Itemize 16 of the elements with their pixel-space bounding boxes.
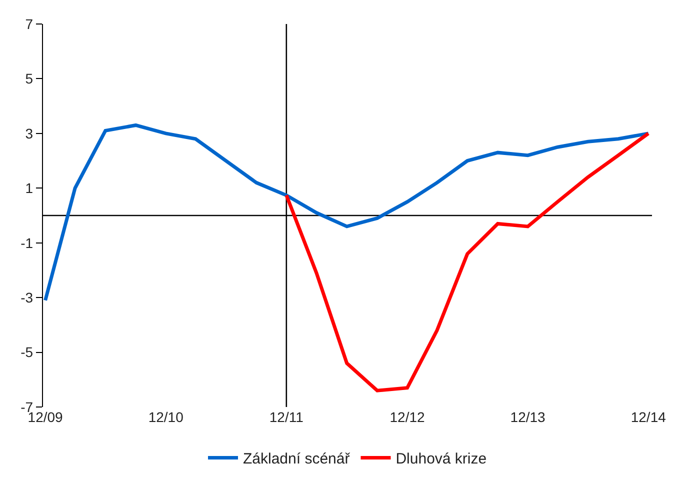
legend-label: Dluhová krize: [396, 450, 487, 468]
y-tick-label: 1: [25, 180, 34, 196]
y-tick-label: 7: [25, 16, 34, 32]
line-series: [284, 132, 650, 392]
y-tick-label: -1: [20, 234, 34, 251]
x-tick-label: 12/11: [269, 409, 304, 425]
legend-label: Základní scénář: [243, 450, 351, 468]
y-tick-label: -5: [20, 344, 34, 360]
y-tick-label: 5: [25, 70, 34, 87]
line-series: [44, 123, 650, 302]
x-tick-label: 12/13: [510, 409, 546, 425]
x-tick-label: 12/10: [148, 409, 184, 425]
x-tick-label: 12/12: [390, 409, 426, 425]
y-tick-label: -3: [20, 289, 34, 306]
y-tick-label: 3: [25, 125, 34, 142]
x-tick-label: 12/14: [630, 409, 666, 425]
